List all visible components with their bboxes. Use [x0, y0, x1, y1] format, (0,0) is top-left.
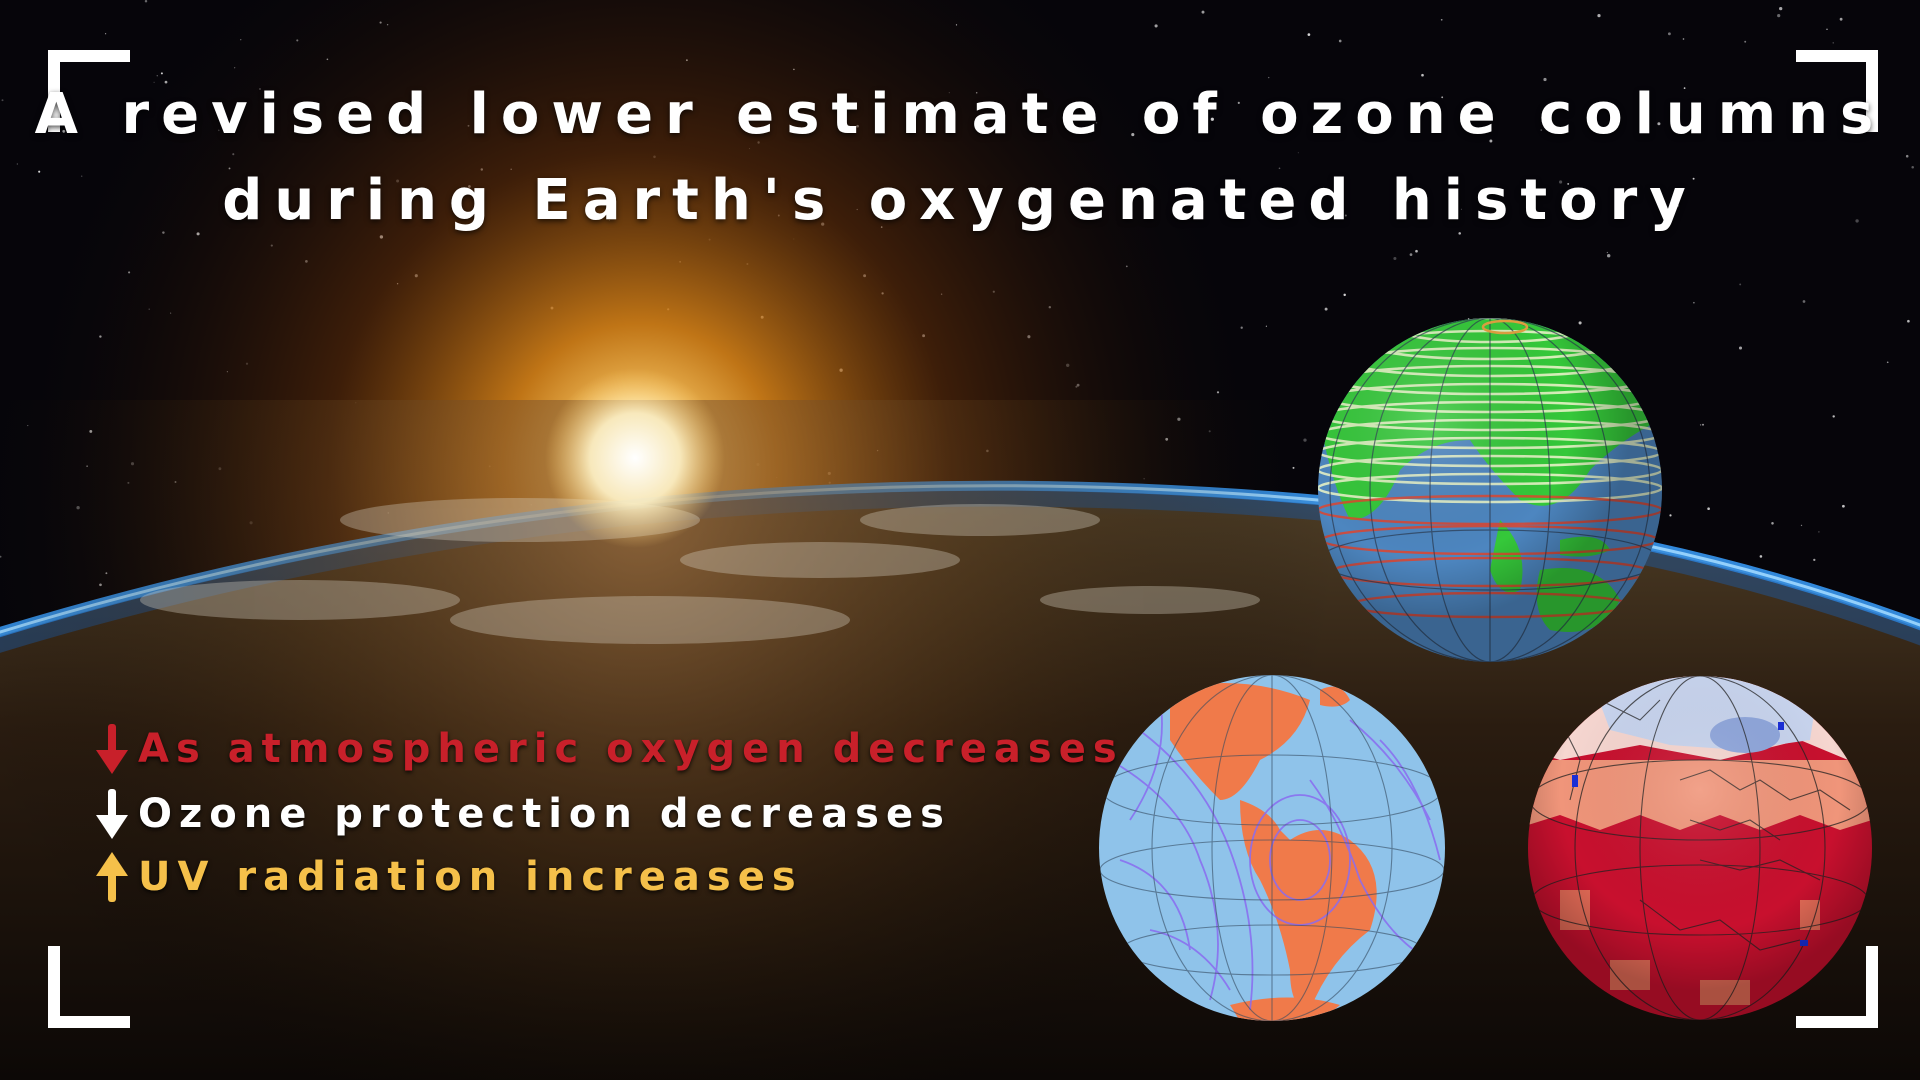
frame-corner-bottom-left: [48, 946, 130, 1028]
title-line-2: during Earth's oxygenated history: [222, 168, 1698, 233]
arrow-up-icon: [96, 852, 128, 902]
globe-americas: [1099, 675, 1445, 1021]
fact-uv-increases: UV radiation increases: [92, 848, 803, 906]
frame-corner-bottom-right: [1796, 946, 1878, 1028]
arrow-down-icon: [96, 724, 128, 774]
title-line-1: A revised lower estimate of ozone column…: [34, 82, 1886, 147]
globe-heatmap: [1528, 676, 1872, 1020]
fact-oxygen-label: As atmospheric oxygen decreases: [138, 726, 1124, 772]
sun: [545, 368, 725, 548]
arrow-down-icon: [96, 789, 128, 839]
frame-corner-top-right: [1796, 50, 1878, 132]
fact-oxygen-decreases: As atmospheric oxygen decreases: [92, 720, 1124, 778]
fact-ozone-label: Ozone protection decreases: [138, 791, 951, 837]
frame-corner-top-left: [48, 50, 130, 132]
fact-ozone-decreases: Ozone protection decreases: [92, 785, 951, 843]
fact-uv-label: UV radiation increases: [138, 854, 803, 900]
